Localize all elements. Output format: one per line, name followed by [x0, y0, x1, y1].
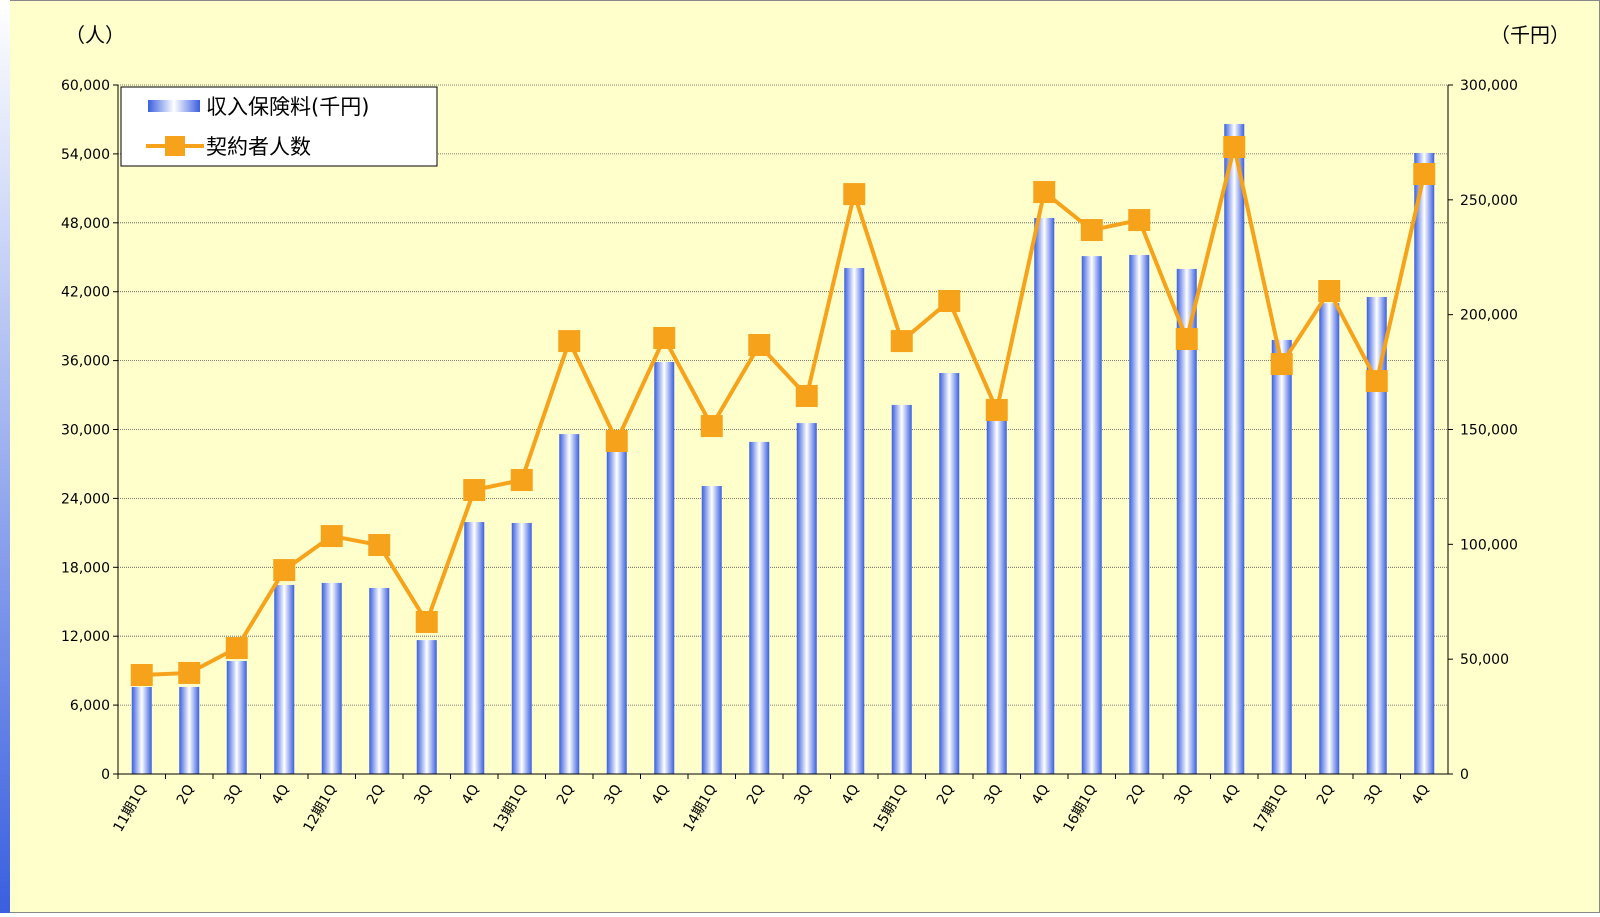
bar [511, 522, 532, 774]
marker [748, 333, 771, 356]
marker [700, 415, 723, 438]
bar [1129, 254, 1150, 774]
bar [226, 661, 247, 774]
marker [605, 429, 628, 452]
y-tick-label: 36,000 [61, 354, 110, 370]
y-axis-label: （人） [65, 23, 125, 47]
marker [653, 326, 676, 349]
bar [1081, 256, 1102, 774]
bar [701, 485, 722, 774]
bar [986, 418, 1007, 774]
y2-axis-label: （千円） [1490, 23, 1570, 47]
y-tick-label: 6,000 [70, 698, 110, 714]
y2-tick-label: 300,000 [1460, 78, 1518, 94]
y-tick-label: 12,000 [61, 629, 110, 645]
y2-tick-label: 150,000 [1460, 423, 1518, 439]
marker [1223, 136, 1246, 159]
bar [1034, 217, 1055, 775]
bar [416, 640, 437, 774]
y2-tick-label: 50,000 [1460, 652, 1509, 668]
bar [1414, 152, 1435, 775]
legend-label: 収入保険料(千円) [206, 95, 369, 119]
bar [131, 686, 152, 774]
marker [178, 661, 201, 684]
y-tick-label: 48,000 [61, 216, 110, 232]
bar [796, 423, 817, 774]
bar [891, 404, 912, 774]
marker [558, 330, 581, 353]
y-tick-label: 42,000 [61, 285, 110, 301]
y-tick-label: 18,000 [61, 560, 110, 576]
bar [369, 587, 390, 774]
marker [463, 479, 486, 502]
marker [415, 610, 438, 633]
marker [368, 534, 391, 557]
y2-tick-label: 200,000 [1460, 308, 1518, 324]
bar [1224, 124, 1245, 774]
y-tick-label: 30,000 [61, 423, 110, 439]
bar [559, 434, 580, 774]
bar [464, 522, 485, 774]
legend-swatch [148, 100, 200, 112]
marker [843, 183, 866, 206]
marker [510, 469, 533, 492]
marker [1365, 370, 1388, 393]
marker [985, 398, 1008, 421]
marker [1175, 328, 1198, 351]
marker [1413, 162, 1436, 185]
y-tick-label: 0 [101, 767, 110, 783]
bar [1176, 268, 1197, 774]
y-tick-label: 60,000 [61, 78, 110, 94]
bar [939, 373, 960, 774]
marker [225, 637, 248, 660]
bar [1366, 296, 1387, 774]
legend-label: 契約者人数 [206, 135, 311, 159]
marker [273, 559, 296, 582]
bar [321, 582, 342, 774]
y-tick-label: 54,000 [61, 147, 110, 163]
marker [795, 384, 818, 407]
marker [890, 330, 913, 353]
bar [274, 584, 295, 774]
marker [320, 525, 343, 548]
bar [179, 686, 200, 774]
edge-strip [0, 0, 10, 913]
bar [1271, 339, 1292, 774]
bar [749, 441, 770, 774]
bar [844, 268, 865, 774]
marker [1318, 280, 1341, 303]
marker [1033, 181, 1056, 204]
marker [1270, 353, 1293, 376]
marker [1128, 209, 1151, 232]
y2-tick-label: 250,000 [1460, 193, 1518, 209]
bar [654, 361, 675, 774]
marker [938, 290, 961, 313]
bar [1319, 303, 1340, 774]
bar [606, 434, 627, 774]
legend-swatch [165, 136, 185, 156]
y2-tick-label: 0 [1460, 767, 1469, 783]
marker [130, 664, 153, 687]
y-tick-label: 24,000 [61, 491, 110, 507]
y2-tick-label: 100,000 [1460, 537, 1518, 553]
marker [1080, 219, 1103, 242]
line [141, 146, 1427, 678]
